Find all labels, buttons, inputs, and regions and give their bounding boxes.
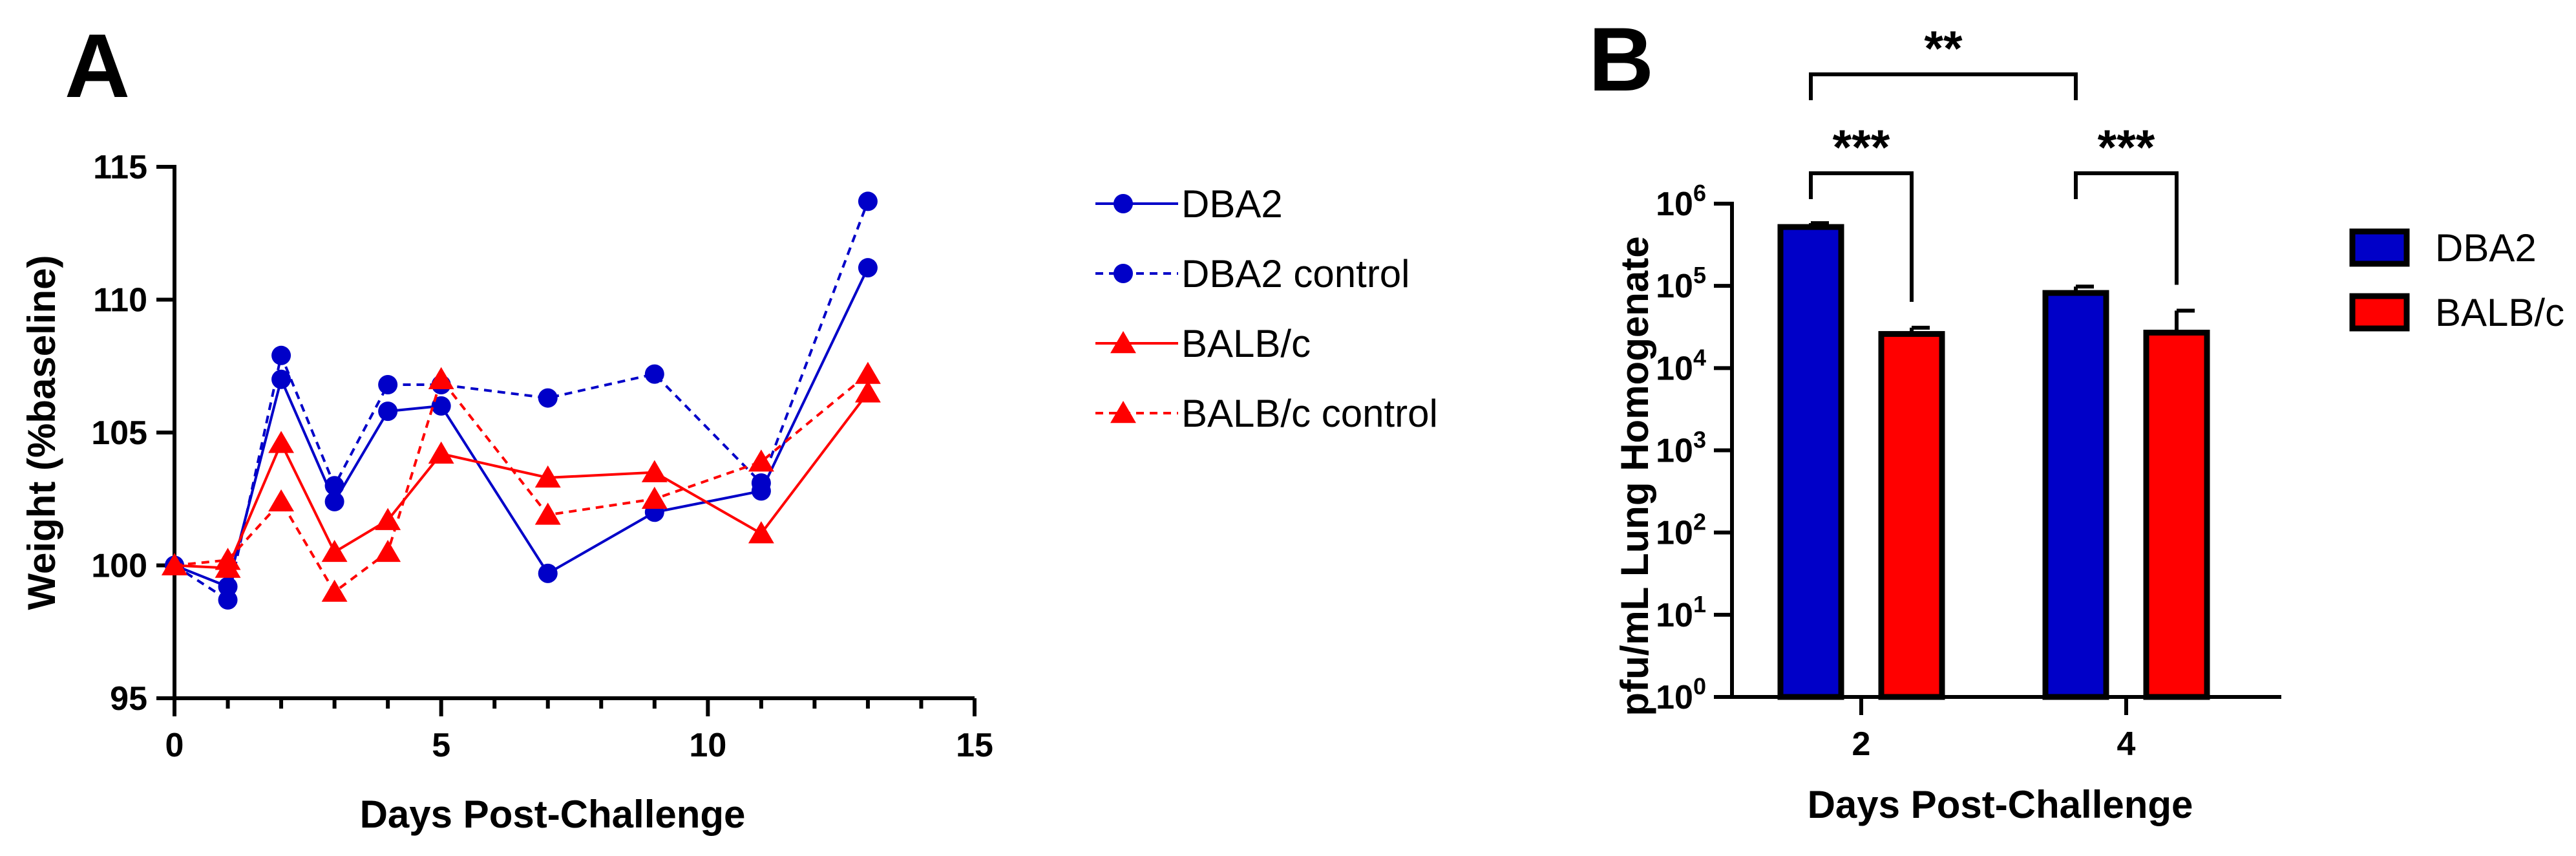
data-point <box>378 375 398 395</box>
bar-group <box>1777 221 1844 700</box>
data-point <box>268 489 295 512</box>
panel-a: A 95 100 105 110 115 0 5 10 15 Days Post-Challenge… <box>20 15 1438 836</box>
y-tick-label: 115 <box>93 149 147 186</box>
legend-label: DBA2 control <box>1181 252 1410 295</box>
y-tick-label: 100 <box>1656 673 1706 716</box>
x-tick-label: 15 <box>956 727 993 764</box>
bracket-line <box>2074 171 2179 285</box>
series-line <box>174 392 869 570</box>
x-tick-label: 4 <box>2117 725 2136 763</box>
data-point <box>428 441 454 464</box>
series-dba2 <box>165 258 878 597</box>
bar-group <box>1878 325 1945 700</box>
data-point <box>854 380 881 403</box>
y-tick-label: 102 <box>1656 509 1706 552</box>
data-point <box>534 465 561 488</box>
data-point <box>378 401 398 422</box>
data-point <box>641 460 668 482</box>
series-dba2-control <box>165 191 878 610</box>
bar <box>2143 329 2210 700</box>
data-point <box>858 258 878 278</box>
bar-group <box>2042 284 2109 700</box>
data-point <box>748 521 774 544</box>
significance-bracket: *** <box>2074 120 2179 285</box>
significance-label: *** <box>1833 120 1890 175</box>
y-tick-label: 100 <box>91 548 147 585</box>
legend-marker <box>1114 264 1133 283</box>
significance-label: *** <box>2098 120 2155 175</box>
x-tick-label: 5 <box>432 727 450 764</box>
y-tick-label: 105 <box>1656 262 1706 305</box>
y-tick-label: 105 <box>91 414 147 452</box>
data-point <box>428 367 454 389</box>
legend-label: BALB/c <box>1181 322 1311 365</box>
data-point <box>538 563 558 583</box>
legend-label: BALB/c <box>2435 291 2564 334</box>
data-point <box>751 473 771 493</box>
data-point <box>534 502 561 525</box>
data-point <box>375 508 401 530</box>
x-tick-label: 10 <box>689 727 726 764</box>
y-tick-label: 101 <box>1656 591 1706 634</box>
series-line <box>173 200 869 603</box>
data-point <box>218 590 238 610</box>
data-point <box>854 361 881 384</box>
series-balb-c-control <box>162 361 881 602</box>
legend-label: DBA2 <box>1181 182 1283 226</box>
bracket-line <box>1809 72 2078 100</box>
x-axis-title: Days Post-Challenge <box>1808 783 2193 826</box>
data-point <box>858 191 878 211</box>
significance-label: ** <box>1924 21 1963 76</box>
data-point <box>271 369 291 389</box>
data-point <box>375 539 401 562</box>
data-point <box>431 396 451 416</box>
bar-group <box>2143 308 2210 700</box>
data-point <box>321 579 348 602</box>
legend-label: DBA2 <box>2435 226 2537 270</box>
data-point <box>641 486 668 509</box>
data-point <box>271 345 291 365</box>
significance-bracket: ** <box>1809 21 2078 100</box>
y-tick-label: 104 <box>1656 344 1706 387</box>
data-point <box>321 539 348 562</box>
legend-marker <box>1110 331 1136 354</box>
y-tick-label: 103 <box>1656 427 1706 470</box>
data-point <box>748 449 774 472</box>
significance-bracket: *** <box>1809 120 1914 302</box>
data-point <box>538 388 558 408</box>
data-point <box>162 553 187 575</box>
x-tick-label: 0 <box>165 727 184 764</box>
x-tick-label: 2 <box>1852 725 1871 763</box>
legend-label: BALB/c control <box>1181 392 1438 435</box>
legend-marker <box>1110 401 1136 423</box>
y-tick-label: 95 <box>110 680 147 718</box>
y-axis-title: pfu/mL Lung Homogenate <box>1613 236 1656 716</box>
y-axis-title: Weight (%baseline) <box>20 255 63 610</box>
bar <box>1878 331 1945 700</box>
bar <box>1777 224 1844 700</box>
data-point <box>215 548 241 570</box>
x-axis-title: Days Post-Challenge <box>360 793 746 836</box>
bar <box>2042 290 2109 700</box>
legend-swatch <box>2349 293 2410 332</box>
legend-a: DBA2 DBA2 control BALB/c BALB/c control <box>1095 182 1438 435</box>
y-tick-label: 110 <box>93 282 147 319</box>
data-point <box>644 364 664 384</box>
panel-label-a: A <box>65 15 130 116</box>
panel-label-b: B <box>1589 8 1654 110</box>
data-point <box>268 431 295 453</box>
data-point <box>324 491 344 511</box>
y-tick-label: 106 <box>1656 180 1706 223</box>
series-line <box>174 373 869 594</box>
data-point <box>324 476 344 496</box>
legend-swatch <box>2349 228 2410 267</box>
legend-b: DBA2 BALB/c <box>2349 226 2564 334</box>
bracket-line <box>1809 171 1914 302</box>
legend-marker <box>1114 194 1133 213</box>
